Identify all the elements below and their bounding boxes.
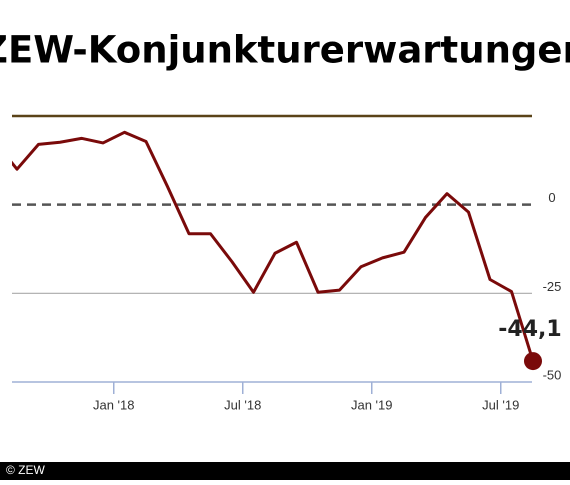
line <box>12 130 535 362</box>
y-tick-label: -25 <box>543 279 562 294</box>
y-tick-label: -50 <box>543 367 562 382</box>
y-tick-label: 0 <box>548 190 555 205</box>
x-tick-label: Jan '18 <box>93 397 135 412</box>
footer <box>0 462 570 480</box>
value-label: -44,1 <box>498 317 561 342</box>
source: © ZEW <box>6 463 46 477</box>
chart-title: ZEW-Konjunkturerwartungen <box>0 29 570 72</box>
plot-area <box>12 130 535 362</box>
x-tick-label: Jul '19 <box>482 397 519 412</box>
x-tick-label: Jul '18 <box>224 397 261 412</box>
end-point <box>524 352 542 371</box>
x-tick-label: Jan '19 <box>351 397 393 412</box>
